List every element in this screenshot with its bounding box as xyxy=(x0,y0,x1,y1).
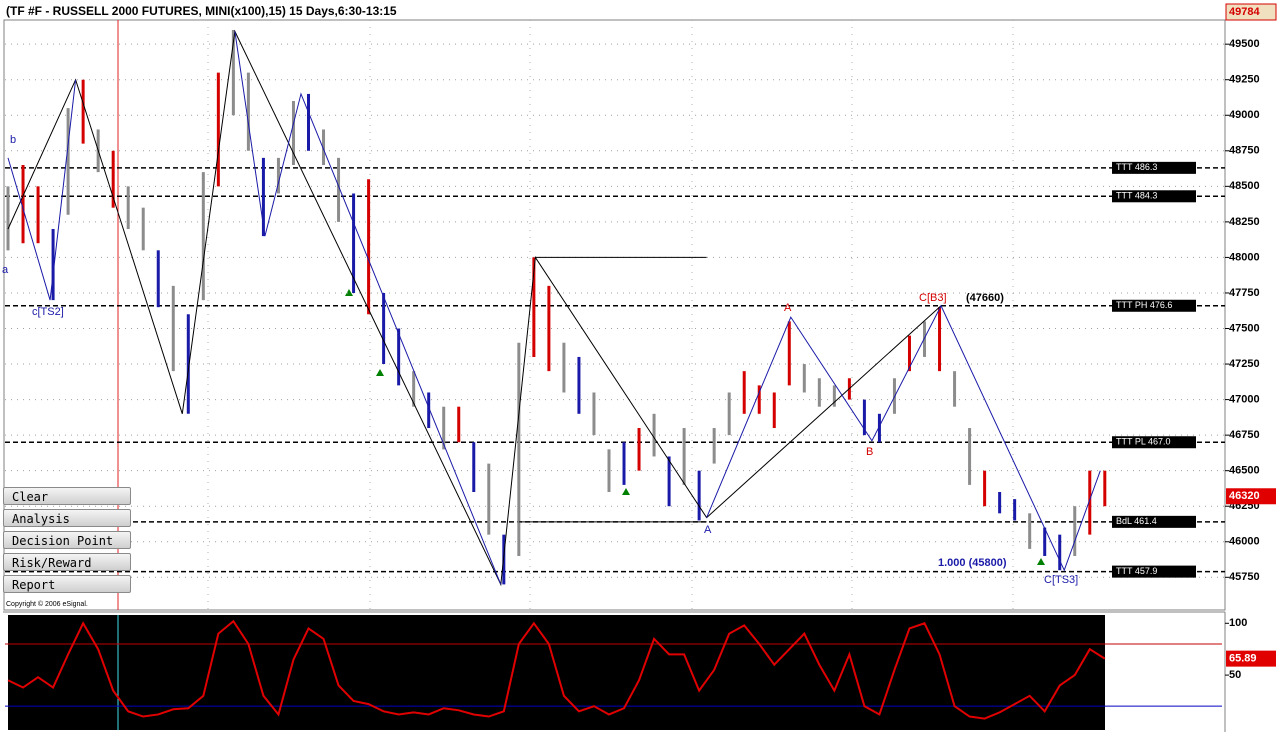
oscillator-line xyxy=(7,619,1106,720)
study-line xyxy=(7,79,77,301)
y-tick-label: 48250 xyxy=(1229,216,1260,228)
level-label: TTT PL 467.0 xyxy=(1116,437,1171,447)
time-grid xyxy=(207,20,1014,610)
last-price-box xyxy=(1226,488,1276,505)
annotation: (47660) xyxy=(966,292,1004,304)
y-tick-label: 48750 xyxy=(1229,145,1260,157)
annotation: C[B3] xyxy=(919,292,947,304)
signal-marker xyxy=(345,289,353,296)
chart-title: (TF #F - RUSSELL 2000 FUTURES, MINI(x100… xyxy=(6,4,397,18)
y-tick-label: 49500 xyxy=(1229,38,1260,50)
annotation: b xyxy=(10,134,16,146)
annotation: A xyxy=(784,302,792,314)
risk-reward-button[interactable]: Risk/Reward xyxy=(3,553,131,571)
last-value: 65.89 xyxy=(1229,653,1257,665)
level-label-box xyxy=(1112,299,1196,312)
y-tick-label: 47000 xyxy=(1229,393,1260,405)
level-label: TTT 486.3 xyxy=(1116,162,1157,172)
annotation: C[TS3] xyxy=(1044,574,1078,586)
y-tick-label: 47500 xyxy=(1229,322,1260,334)
y-tick-label: 49250 xyxy=(1229,74,1260,86)
y-tick-label: 50 xyxy=(1229,669,1241,681)
signal-marker xyxy=(376,369,384,376)
annotation: B xyxy=(866,446,873,458)
annotation: a xyxy=(2,264,9,276)
level-label-box xyxy=(1112,436,1196,449)
level-label-box xyxy=(1112,161,1196,174)
study-line xyxy=(706,304,1101,572)
report-button[interactable]: Report xyxy=(3,575,131,593)
level-label: TTT 457.9 xyxy=(1116,566,1157,576)
analysis-button[interactable]: Analysis xyxy=(3,509,131,527)
annotation: A xyxy=(704,524,712,536)
annotation: 1.000 (45800) xyxy=(938,557,1007,569)
y-tick-label: 49000 xyxy=(1229,109,1260,121)
level-label: TTT PH 476.6 xyxy=(1116,300,1172,310)
y-tick-label: 45750 xyxy=(1229,571,1260,583)
top-price-box xyxy=(1225,3,1277,21)
y-tick-label: 46500 xyxy=(1229,465,1260,477)
level-label-box xyxy=(1112,515,1196,528)
y-tick-label: 47250 xyxy=(1229,358,1260,370)
y-tick-label: 46000 xyxy=(1229,536,1260,548)
copyright: Copyright © 2006 eSignal. xyxy=(6,600,88,608)
annotation: c[TS2] xyxy=(32,306,64,318)
decision-point-button[interactable]: Decision Point xyxy=(3,531,131,549)
signal-marker xyxy=(622,488,630,495)
level-label: TTT 484.3 xyxy=(1116,191,1157,201)
y-tick-label: 100 xyxy=(1229,617,1247,629)
clear-button[interactable]: Clear xyxy=(3,487,131,505)
last-value-box xyxy=(1226,650,1276,667)
last-price: 46320 xyxy=(1229,490,1260,502)
study-line xyxy=(234,31,502,585)
y-tick-label: 48000 xyxy=(1229,251,1260,263)
study-line xyxy=(7,29,942,587)
level-label-box xyxy=(1112,190,1196,203)
y-tick-label: 47750 xyxy=(1229,287,1260,299)
y-tick-label: 48500 xyxy=(1229,180,1260,192)
level-label-box xyxy=(1112,565,1196,578)
level-label: BdL 461.4 xyxy=(1116,516,1157,526)
top-price: 49784 xyxy=(1229,6,1260,18)
y-tick-label: 46750 xyxy=(1229,429,1260,441)
signal-marker xyxy=(1037,558,1045,565)
